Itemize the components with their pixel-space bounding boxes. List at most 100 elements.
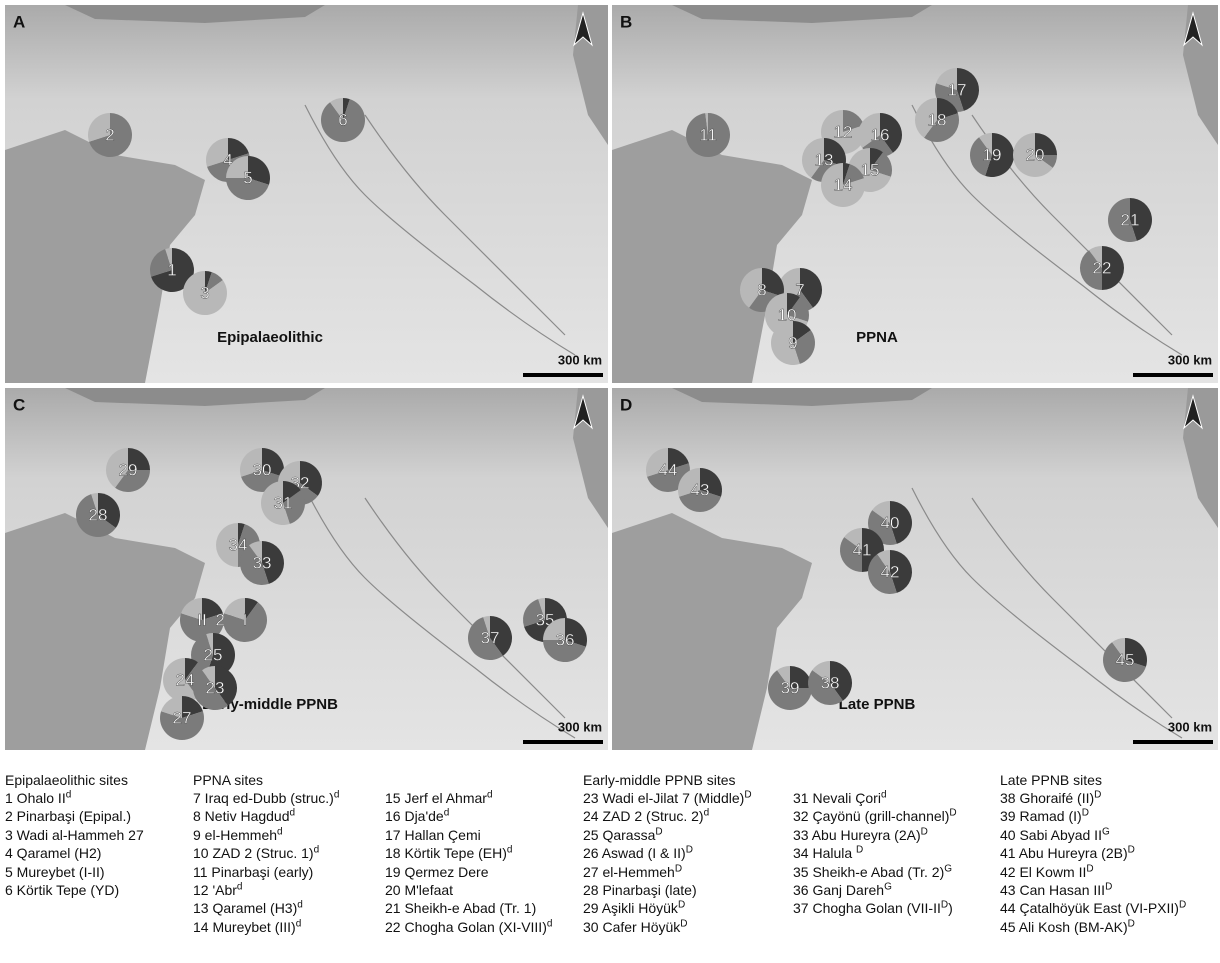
site-label: 23 bbox=[206, 678, 225, 697]
site-name: 35 Sheikh-e Abad (Tr. 2) bbox=[793, 864, 944, 880]
map-figure: AEpipalaeolithic300 km245613BPPNA300 km1… bbox=[0, 0, 1220, 760]
site-name: 11 Pinarbaşi (early) bbox=[193, 864, 313, 880]
legend-item: 21 Sheikh-e Abad (Tr. 1) bbox=[385, 899, 536, 917]
legend-item: 29 Aşikli HöyükD bbox=[583, 899, 685, 917]
legend-item: 18 Körtik Tepe (EH)d bbox=[385, 844, 512, 862]
panel-letter: C bbox=[13, 395, 25, 414]
method-mark: d bbox=[296, 918, 302, 929]
legend-item: 8 Netiv Hagdudd bbox=[193, 807, 295, 825]
panel-title: Late PPNB bbox=[839, 696, 916, 713]
legend-item: 20 M'lefaat bbox=[385, 881, 453, 899]
legend-group-title: Epipalaeolithic sites bbox=[5, 771, 128, 789]
method-mark: d bbox=[444, 808, 450, 819]
site-label: 22 bbox=[1093, 258, 1112, 277]
site-label: 28 bbox=[89, 505, 108, 524]
legend-item: 13 Qaramel (H3)d bbox=[193, 899, 303, 917]
site-name: 22 Chogha Golan (XI-VIII) bbox=[385, 919, 547, 935]
site-label: 42 bbox=[881, 562, 900, 581]
site-label: I bbox=[243, 610, 248, 629]
site-name: 17 Hallan Çemi bbox=[385, 827, 481, 843]
method-mark: D bbox=[675, 863, 682, 874]
legend-item: 27 el-HemmehD bbox=[583, 863, 682, 881]
site-label: 19 bbox=[983, 145, 1002, 164]
panel-letter: A bbox=[13, 12, 25, 31]
site-name: 21 Sheikh-e Abad (Tr. 1) bbox=[385, 900, 536, 916]
legend-item: 14 Mureybet (III)d bbox=[193, 918, 301, 936]
site-name: 4 Qaramel (H2) bbox=[5, 845, 101, 861]
legend-item: 32 Çayönü (grill-channel)D bbox=[793, 807, 957, 825]
site-label: 45 bbox=[1116, 650, 1135, 669]
legend-item: 11 Pinarbaşi (early) bbox=[193, 863, 313, 881]
legend-item: 42 El Kowm IID bbox=[1000, 863, 1094, 881]
site-name: 43 Can Hasan III bbox=[1000, 882, 1105, 898]
legend-item: 24 ZAD 2 (Struc. 2)d bbox=[583, 807, 709, 825]
site-label: 15 bbox=[861, 160, 880, 179]
site-label: 37 bbox=[481, 628, 500, 647]
method-mark: D bbox=[856, 845, 863, 856]
site-name: 13 Qaramel (H3) bbox=[193, 900, 297, 916]
legend-item: 22 Chogha Golan (XI-VIII)d bbox=[385, 918, 552, 936]
site-name: 16 Dja'de bbox=[385, 808, 444, 824]
panel-letter: D bbox=[620, 395, 632, 414]
legend-item: 26 Aswad (I & II)D bbox=[583, 844, 693, 862]
legend-item: 4 Qaramel (H2) bbox=[5, 844, 101, 862]
method-mark: D bbox=[949, 808, 956, 819]
page: AEpipalaeolithic300 km245613BPPNA300 km1… bbox=[0, 0, 1220, 963]
site-label: 11 bbox=[699, 125, 717, 144]
panel-title: PPNA bbox=[856, 329, 898, 346]
method-mark: d bbox=[334, 789, 340, 800]
method-mark: D bbox=[678, 900, 685, 911]
legend-item: 33 Abu Hureyra (2A)D bbox=[793, 826, 928, 844]
site-name: 27 el-Hemmeh bbox=[583, 864, 675, 880]
method-mark: D bbox=[655, 826, 662, 837]
legend-item: 23 Wadi el-Jilat 7 (Middle)D bbox=[583, 789, 752, 807]
site-name: 41 Abu Hureyra (2B) bbox=[1000, 845, 1128, 861]
site-name: 9 el-Hemmeh bbox=[193, 827, 277, 843]
site-name: 38 Ghoraifé (II) bbox=[1000, 790, 1094, 806]
legend-item: 7 Iraq ed-Dubb (struc.)d bbox=[193, 789, 339, 807]
site-name: 33 Abu Hureyra (2A) bbox=[793, 827, 921, 843]
legend-item: 12 'Abrd bbox=[193, 881, 242, 899]
legend-item: 5 Mureybet (I-II) bbox=[5, 863, 105, 881]
scale-label: 300 km bbox=[558, 352, 602, 367]
method-mark: D bbox=[686, 845, 693, 856]
map-panel: BPPNA300 km11171812161315141920212278109 bbox=[612, 5, 1218, 383]
legend-item: 6 Körtik Tepe (YD) bbox=[5, 881, 119, 899]
site-name: 30 Cafer Höyük bbox=[583, 919, 680, 935]
site-name: 25 Qarassa bbox=[583, 827, 655, 843]
legend-item: 15 Jerf el Ahmard bbox=[385, 789, 493, 807]
site-label: 2 bbox=[105, 125, 114, 144]
site-label: 44 bbox=[659, 460, 678, 479]
legend-item: 17 Hallan Çemi bbox=[385, 826, 481, 844]
legend-item: 1 Ohalo IId bbox=[5, 789, 71, 807]
site-label: 1 bbox=[167, 260, 176, 279]
method-mark: d bbox=[290, 808, 296, 819]
site-name: 42 El Kowm II bbox=[1000, 864, 1086, 880]
site-name: 5 Mureybet (I-II) bbox=[5, 864, 105, 880]
method-mark: d bbox=[547, 918, 553, 929]
method-mark: d bbox=[297, 900, 303, 911]
legend-group-title: Early-middle PPNB sites bbox=[583, 771, 736, 789]
site-label: 21 bbox=[1121, 210, 1140, 229]
legend-item: 44 Çatalhöyük East (VI-PXII)D bbox=[1000, 899, 1186, 917]
site-name: 10 ZAD 2 (Struc. 1) bbox=[193, 845, 314, 861]
method-mark: D bbox=[1105, 881, 1112, 892]
site-name: 3 Wadi al-Hammeh 27 bbox=[5, 827, 144, 843]
legend-item: 10 ZAD 2 (Struc. 1)d bbox=[193, 844, 319, 862]
site-label: 14 bbox=[834, 175, 853, 194]
site-label: 39 bbox=[781, 678, 800, 697]
site-label: 5 bbox=[243, 168, 252, 187]
legend-item: 35 Sheikh-e Abad (Tr. 2)G bbox=[793, 863, 952, 881]
legend-item: 39 Ramad (I)D bbox=[1000, 807, 1089, 825]
site-label: 33 bbox=[253, 553, 272, 572]
legend-item: 28 Pinarbaşi (late) bbox=[583, 881, 697, 899]
site-name: 31 Nevali Çori bbox=[793, 790, 881, 806]
site-label: 43 bbox=[691, 480, 710, 499]
legend-item: 34 Halula D bbox=[793, 844, 863, 862]
legend-group-title: Late PPNB sites bbox=[1000, 771, 1102, 789]
site-label: 6 bbox=[338, 110, 347, 129]
legend-group-title: PPNA sites bbox=[193, 771, 263, 789]
site-label: 8 bbox=[757, 280, 766, 299]
method-mark: d bbox=[881, 789, 887, 800]
site-name: 32 Çayönü (grill-channel) bbox=[793, 808, 949, 824]
